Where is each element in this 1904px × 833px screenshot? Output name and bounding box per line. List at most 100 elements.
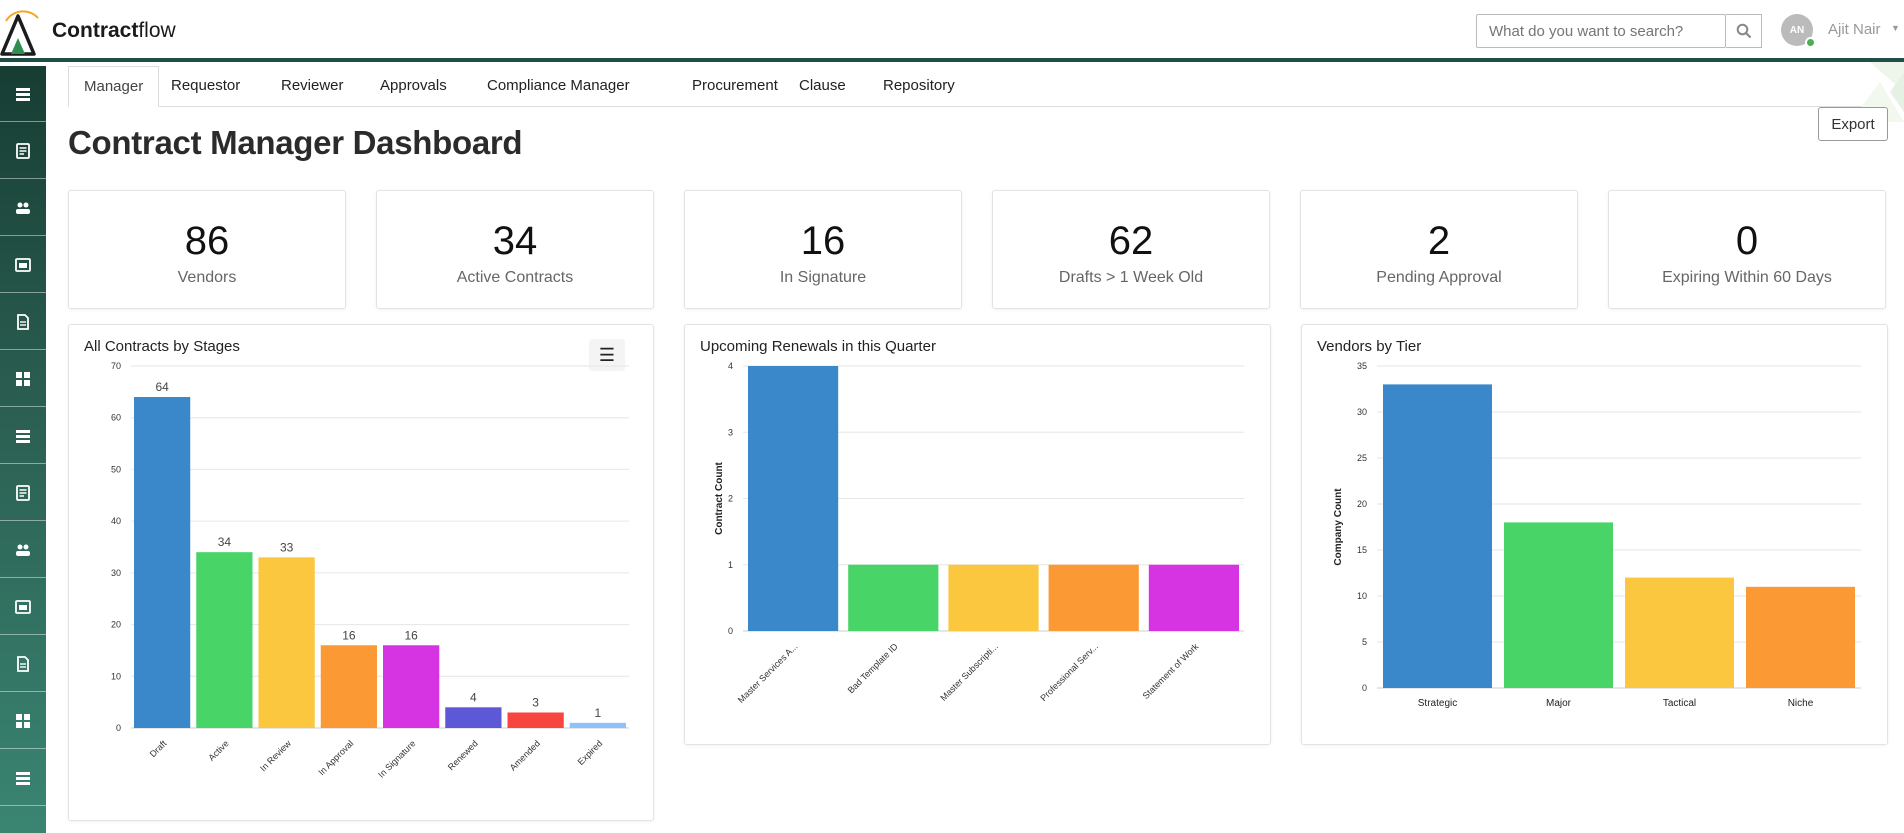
tab-clause[interactable]: Clause (799, 77, 846, 94)
stat-card[interactable]: 34 Active Contracts (376, 190, 654, 309)
bar (1383, 384, 1492, 688)
hamburger-icon: ☰ (598, 344, 616, 365)
y-tick-label: 60 (111, 413, 121, 423)
y-tick-label: 10 (111, 671, 121, 681)
list-icon (16, 87, 30, 101)
y-tick-label: 5 (1362, 637, 1367, 647)
contractflow-logo-icon[interactable] (0, 8, 44, 56)
top-bar: Contractflow AN Ajit Nair ▼ (0, 0, 1904, 62)
x-tick-label: Niche (1788, 698, 1814, 709)
export-button[interactable]: Export (1818, 107, 1888, 141)
x-tick-label: Expired (576, 738, 605, 767)
stat-card[interactable]: 62 Drafts > 1 Week Old (992, 190, 1270, 309)
grid-icon (16, 713, 30, 728)
x-tick-label: Master Subscripti... (938, 641, 1000, 703)
y-axis-label: Company Count (1333, 488, 1344, 566)
tab-repository[interactable]: Repository (883, 77, 955, 94)
brand-name[interactable]: Contractflow (52, 19, 176, 43)
tab-manager[interactable]: Manager (68, 66, 160, 107)
sidebar-item-message[interactable] (0, 522, 46, 578)
stat-label: Drafts > 1 Week Old (1058, 269, 1204, 286)
sidebar-item-folder-open[interactable] (0, 636, 46, 692)
chart-panel-vendors-tier: Vendors by Tier 0 5 10 15 20 25 30 35 Company Co… (1301, 324, 1888, 745)
data-label: 1 (595, 706, 602, 720)
avatar[interactable]: AN (1781, 14, 1813, 46)
stat-label: In Signature (779, 269, 867, 286)
data-label: 34 (218, 535, 232, 549)
bar (320, 645, 377, 728)
y-tick-label: 50 (111, 464, 121, 474)
y-tick-label: 35 (1357, 361, 1367, 371)
data-label: 16 (342, 628, 356, 642)
word-doc-icon (16, 371, 30, 386)
data-label: 4 (470, 690, 477, 704)
sidebar-item-users[interactable] (0, 180, 46, 236)
x-tick-label: In Signature (376, 738, 417, 779)
user-name[interactable]: Ajit Nair (1828, 21, 1881, 38)
search-icon (1736, 23, 1751, 39)
x-tick-label: Active (206, 738, 230, 762)
search-input[interactable] (1476, 14, 1726, 48)
chart-vendors-tier: 0 5 10 15 20 25 30 35 Company Count Strategic Majo… (1333, 361, 1861, 709)
users-icon (16, 202, 30, 214)
y-tick-label: 15 (1357, 545, 1367, 555)
chart-panel-renewals: Upcoming Renewals in this Quarter 0 1 2 3 4 C… (684, 324, 1271, 745)
message-icon (16, 544, 30, 556)
tab-requestor[interactable]: Requestor (171, 77, 241, 94)
stat-value: 2 (1427, 219, 1451, 263)
sidebar-item-certificate[interactable] (0, 579, 46, 635)
tab-reviewer[interactable]: Reviewer (281, 77, 344, 94)
sidebar-item-print[interactable] (0, 750, 46, 806)
bar (1048, 564, 1139, 631)
brand-name-light: flow (138, 19, 176, 42)
sidebar-item-list[interactable] (0, 66, 46, 122)
stat-value: 62 (1108, 219, 1154, 263)
stat-card[interactable]: 86 Vendors (68, 190, 346, 309)
chart-renewals: 0 1 2 3 4 Contract Count Master Services A... B… (714, 361, 1244, 705)
table-list-icon (16, 484, 30, 501)
page-title: Contract Manager Dashboard (68, 124, 523, 161)
sidebar-item-calendar[interactable] (0, 237, 46, 293)
tab-procurement[interactable]: Procurement (692, 77, 778, 94)
caret-down-icon[interactable]: ▼ (1891, 23, 1900, 33)
x-tick-label: Draft (148, 738, 169, 759)
data-label: 16 (404, 628, 418, 642)
stat-value: 86 (184, 219, 230, 263)
sidebar-item-document[interactable] (0, 294, 46, 350)
folder-open-icon (17, 655, 29, 672)
sidebar-item-table-list[interactable] (0, 465, 46, 521)
dashboard-tabs: Manager Requestor Reviewer Approvals Complia… (68, 66, 1888, 107)
stat-card[interactable]: 16 In Signature (684, 190, 962, 309)
stat-label: Pending Approval (1376, 269, 1502, 286)
chart-panel-stages: All Contracts by Stages ☰ 0 10 20 30 40 50 60 7… (68, 324, 654, 821)
x-tick-label: Renewed (446, 738, 480, 772)
y-tick-label: 0 (1362, 683, 1367, 693)
y-axis-label: Contract Count (714, 461, 725, 534)
stat-card[interactable]: 0 Expiring Within 60 Days (1608, 190, 1886, 309)
bar (569, 722, 626, 728)
sidebar-item-align-left[interactable] (0, 408, 46, 464)
x-tick-label: Bad Template ID (846, 641, 900, 695)
y-tick-label: 25 (1357, 453, 1367, 463)
y-tick-label: 20 (1357, 499, 1367, 509)
sidebar-item-grid[interactable] (0, 693, 46, 749)
chart-title: Upcoming Renewals in this Quarter (700, 338, 936, 355)
x-tick-label: Major (1546, 698, 1572, 709)
stat-card[interactable]: 2 Pending Approval (1300, 190, 1578, 309)
sidebar-item-server[interactable] (0, 123, 46, 179)
stat-label: Active Contracts (456, 269, 574, 286)
tab-compliance-manager[interactable]: Compliance Manager (487, 77, 630, 94)
x-tick-label: Strategic (1418, 698, 1457, 709)
y-tick-label: 0 (728, 626, 733, 636)
search-button[interactable] (1726, 14, 1762, 48)
stat-label: Vendors (177, 269, 237, 286)
y-tick-label: 30 (111, 568, 121, 578)
bar (134, 397, 191, 728)
brand-name-bold: Contract (52, 19, 139, 42)
x-tick-label: Amended (508, 738, 542, 772)
y-tick-label: 0 (116, 723, 121, 733)
bar (848, 564, 939, 631)
sidebar-item-word-doc[interactable] (0, 351, 46, 407)
tab-approvals[interactable]: Approvals (380, 77, 447, 94)
